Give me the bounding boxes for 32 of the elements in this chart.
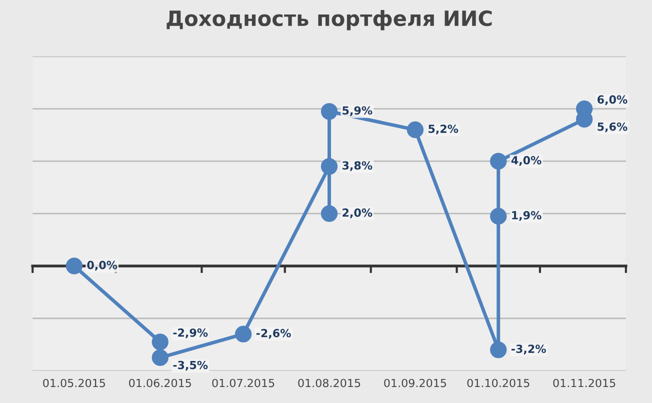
- x-tick-label: 01.08.2015: [298, 378, 360, 388]
- chart-title: Доходность портфеля ИИС: [166, 10, 492, 30]
- x-tick-label: 01.09.2015: [384, 378, 446, 388]
- x-tick-label: 01.10.2015: [467, 378, 530, 388]
- point: [234, 326, 252, 342]
- point: [406, 121, 424, 138]
- data-label: -2,9%: [173, 328, 208, 338]
- data-label: 3,8%: [342, 161, 372, 172]
- point: [490, 152, 507, 170]
- data-label: -2,6%: [256, 328, 291, 339]
- data-label: -3,5%: [173, 360, 208, 371]
- x-tick-label: 01.07.2015: [212, 378, 274, 388]
- data-label: 0,0%: [87, 260, 118, 271]
- x-tick-label: 01.11.2015: [553, 378, 616, 388]
- point: [152, 334, 168, 350]
- point: [66, 258, 83, 274]
- point: [320, 205, 338, 222]
- data-label: 2,0%: [342, 208, 372, 218]
- point: [152, 349, 168, 366]
- data-label: 6,0%: [598, 95, 628, 106]
- x-tick-label: 01.06.2015: [129, 378, 191, 388]
- data-label: 5,9%: [342, 106, 372, 116]
- data-label: 1,9%: [512, 211, 542, 221]
- data-label: 5,2%: [428, 124, 458, 134]
- point: [320, 158, 338, 175]
- data-label: -3,2%: [511, 344, 546, 354]
- x-tick-label: 01.05.2015: [43, 378, 106, 388]
- point: [490, 208, 507, 225]
- data-label: 5,6%: [598, 122, 628, 132]
- point: [490, 341, 507, 358]
- data-label: 4,0%: [511, 156, 542, 166]
- point: [320, 103, 338, 120]
